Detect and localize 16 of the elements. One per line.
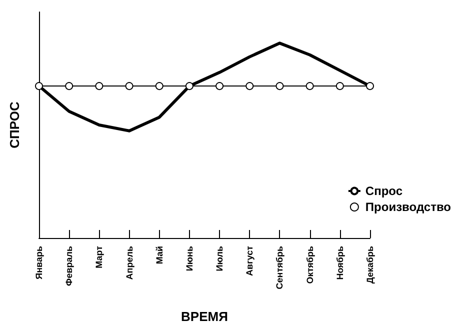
x-tick-label: Февраль xyxy=(64,246,74,286)
x-tick-label: Декабрь xyxy=(365,246,375,284)
x-tick-label: Май xyxy=(154,246,164,264)
x-tick-label: Март xyxy=(94,245,104,268)
y-axis-title: СПРОС xyxy=(7,101,22,148)
x-tick-label: Сентябрь xyxy=(274,246,285,290)
x-tick-label: Август xyxy=(244,245,255,276)
x-tick-label: Январь xyxy=(34,246,44,280)
x-tick-label: Апрель xyxy=(124,246,134,280)
x-tick-label: Июнь xyxy=(184,246,194,272)
legend-label: Производство xyxy=(365,200,451,214)
x-tick-label: Июль xyxy=(214,246,225,272)
x-tick-label: Октябрь xyxy=(304,246,315,284)
x-tick-label: Ноябрь xyxy=(334,246,345,280)
legend-label: Спрос xyxy=(365,184,403,198)
x-axis-title: ВРЕМЯ xyxy=(181,309,228,324)
